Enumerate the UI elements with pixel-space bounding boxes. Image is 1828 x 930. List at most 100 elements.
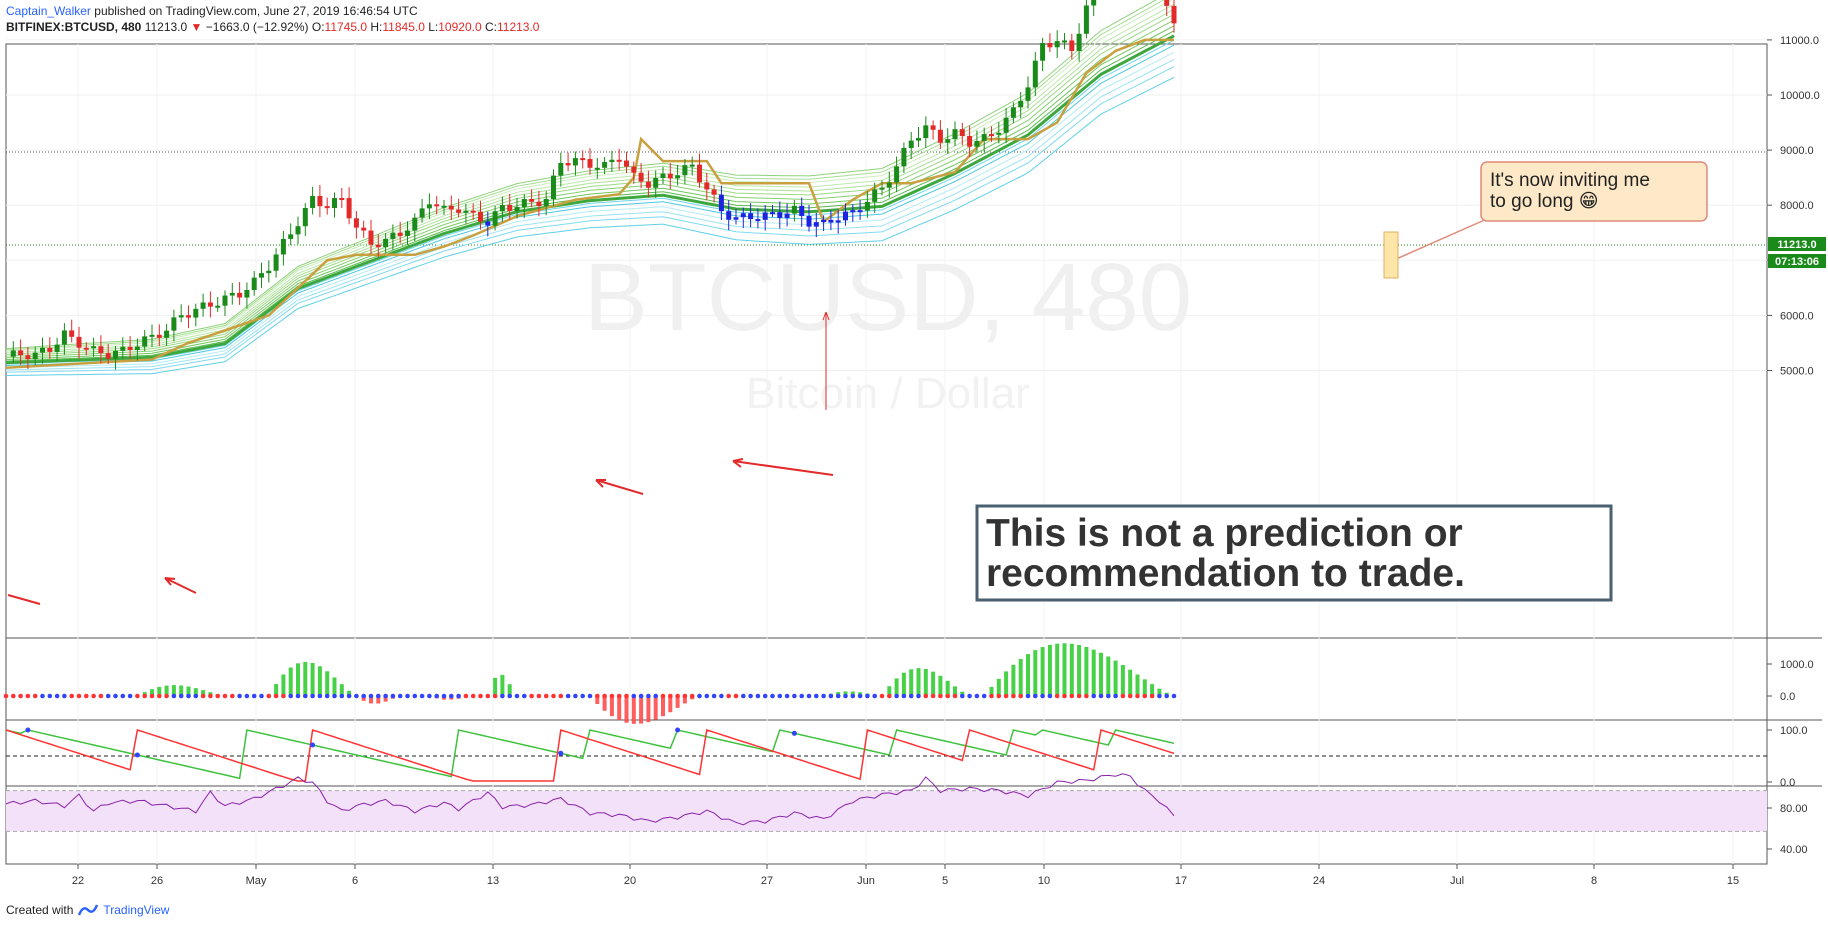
squeeze-dot <box>551 693 556 699</box>
candle-body <box>697 164 702 183</box>
squeeze-dot <box>427 693 432 699</box>
momentum-bar <box>1113 660 1118 696</box>
squeeze-dot <box>1113 693 1118 699</box>
momentum-bar <box>909 669 914 696</box>
disclaimer-line-2: recommendation to trade. <box>986 552 1465 595</box>
momentum-bar <box>1055 643 1060 696</box>
candle-body <box>514 207 520 211</box>
momentum-bar <box>938 675 943 696</box>
momentum-bar <box>653 696 658 720</box>
candle-body <box>894 166 900 183</box>
callout[interactable]: It's now inviting me to go long 😁 <box>1383 161 1708 279</box>
candle-body <box>1018 100 1024 108</box>
squeeze-dot <box>324 693 330 699</box>
squeeze-dot <box>704 693 710 699</box>
squeeze-dot <box>543 693 549 699</box>
momentum-bar <box>376 696 381 704</box>
candle-body <box>149 334 155 337</box>
squeeze-dot <box>149 693 155 699</box>
squeeze-dot <box>1084 693 1089 699</box>
arrow-annotations[interactable] <box>7 311 834 605</box>
price-axis[interactable]: 14000.013000.012000.011000.010000.09000.… <box>1767 0 1820 378</box>
squeeze-dot <box>259 693 264 699</box>
candle-body <box>711 189 717 195</box>
ema-line <box>5 44 1175 366</box>
countdown-tag-label: 07:13:06 <box>1775 256 1819 268</box>
squeeze-dot <box>806 693 812 699</box>
momentum-bar <box>347 690 352 696</box>
time-tick-label: 20 <box>624 875 636 887</box>
squeeze-dot <box>11 693 16 699</box>
squeeze-dot <box>996 693 1002 699</box>
squeeze-dot <box>135 693 140 699</box>
stoch-line-red <box>5 729 1175 782</box>
candle-body <box>843 211 848 221</box>
stochastic-panel[interactable] <box>5 727 1767 782</box>
candle-body <box>244 290 250 298</box>
candle-body <box>689 164 695 167</box>
watermark-title: BTCUSD, 480 <box>584 244 1192 351</box>
momentum-bar <box>325 671 330 696</box>
footer: Created with TradingView <box>6 903 169 917</box>
squeeze-dot <box>711 693 717 699</box>
momentum-bar <box>1135 674 1140 696</box>
high-value: 11845.0 <box>382 20 425 34</box>
momentum-bar <box>164 685 169 696</box>
squeeze-dot <box>726 693 731 699</box>
momentum-bar <box>157 686 162 696</box>
momentum-bar <box>1011 664 1016 696</box>
candle-body <box>857 210 863 213</box>
momentum-bar <box>1033 650 1038 696</box>
candle-body <box>923 125 929 139</box>
squeeze-dot <box>69 693 74 699</box>
squeeze-dot <box>660 693 666 699</box>
candle-body <box>1164 0 1170 6</box>
candle-body <box>675 175 681 179</box>
candle-body <box>726 211 732 220</box>
squeeze-dot <box>1127 693 1133 699</box>
candle-body <box>1069 40 1075 51</box>
arrow-annotation <box>732 458 834 476</box>
ema-line <box>5 66 1175 373</box>
squeeze-dot <box>1054 693 1060 699</box>
squeeze-dot <box>390 693 396 699</box>
momentum-bar <box>1062 643 1067 696</box>
candle-body <box>83 347 89 350</box>
squeeze-dot <box>631 693 637 699</box>
squeeze-dot <box>762 693 768 699</box>
candle-body <box>989 134 994 137</box>
symbol-label: BITFINEX:BTCUSD, 480 <box>6 20 142 34</box>
author-link[interactable]: Captain_Walker <box>6 4 91 18</box>
chart-canvas[interactable]: BTCUSD, 480 Bitcoin / Dollar It's now in… <box>0 0 1828 900</box>
candle-body <box>478 211 483 222</box>
rsi-panel[interactable] <box>5 773 1767 832</box>
candle-body <box>594 167 600 170</box>
rsi-line <box>5 773 1175 826</box>
squeeze-dot <box>755 693 761 699</box>
candle-body <box>47 347 53 352</box>
arrow-annotation <box>7 594 41 605</box>
candle-body <box>375 244 381 248</box>
squeeze-dot <box>1171 693 1177 699</box>
grid <box>6 39 1767 864</box>
candle-body <box>251 277 257 291</box>
stoch-cross-dot <box>558 750 564 756</box>
candle-body <box>25 355 31 360</box>
squeeze-dot <box>441 693 447 699</box>
ema-line <box>5 3 1175 354</box>
candle-body <box>134 346 140 350</box>
squeeze-dot <box>857 693 863 699</box>
created-with-text: Created with <box>6 903 74 917</box>
price-tick-label: 5000.0 <box>1780 366 1814 378</box>
candle-body <box>1091 0 1097 6</box>
candle-body <box>704 182 710 190</box>
squeeze-dot <box>405 693 410 699</box>
watermark: BTCUSD, 480 Bitcoin / Dollar <box>584 244 1192 418</box>
squeeze-dot <box>470 693 476 699</box>
squeeze-dot <box>850 693 856 699</box>
time-axis[interactable]: 22 26 May 6 13 20 27 Jun 5 10 17 24 Jul 8 15 <box>72 864 1739 887</box>
tradingview-link[interactable]: TradingView <box>103 903 170 917</box>
candle-body <box>310 195 316 208</box>
momentum-panel[interactable] <box>3 643 1177 724</box>
candle-body <box>1171 5 1177 24</box>
